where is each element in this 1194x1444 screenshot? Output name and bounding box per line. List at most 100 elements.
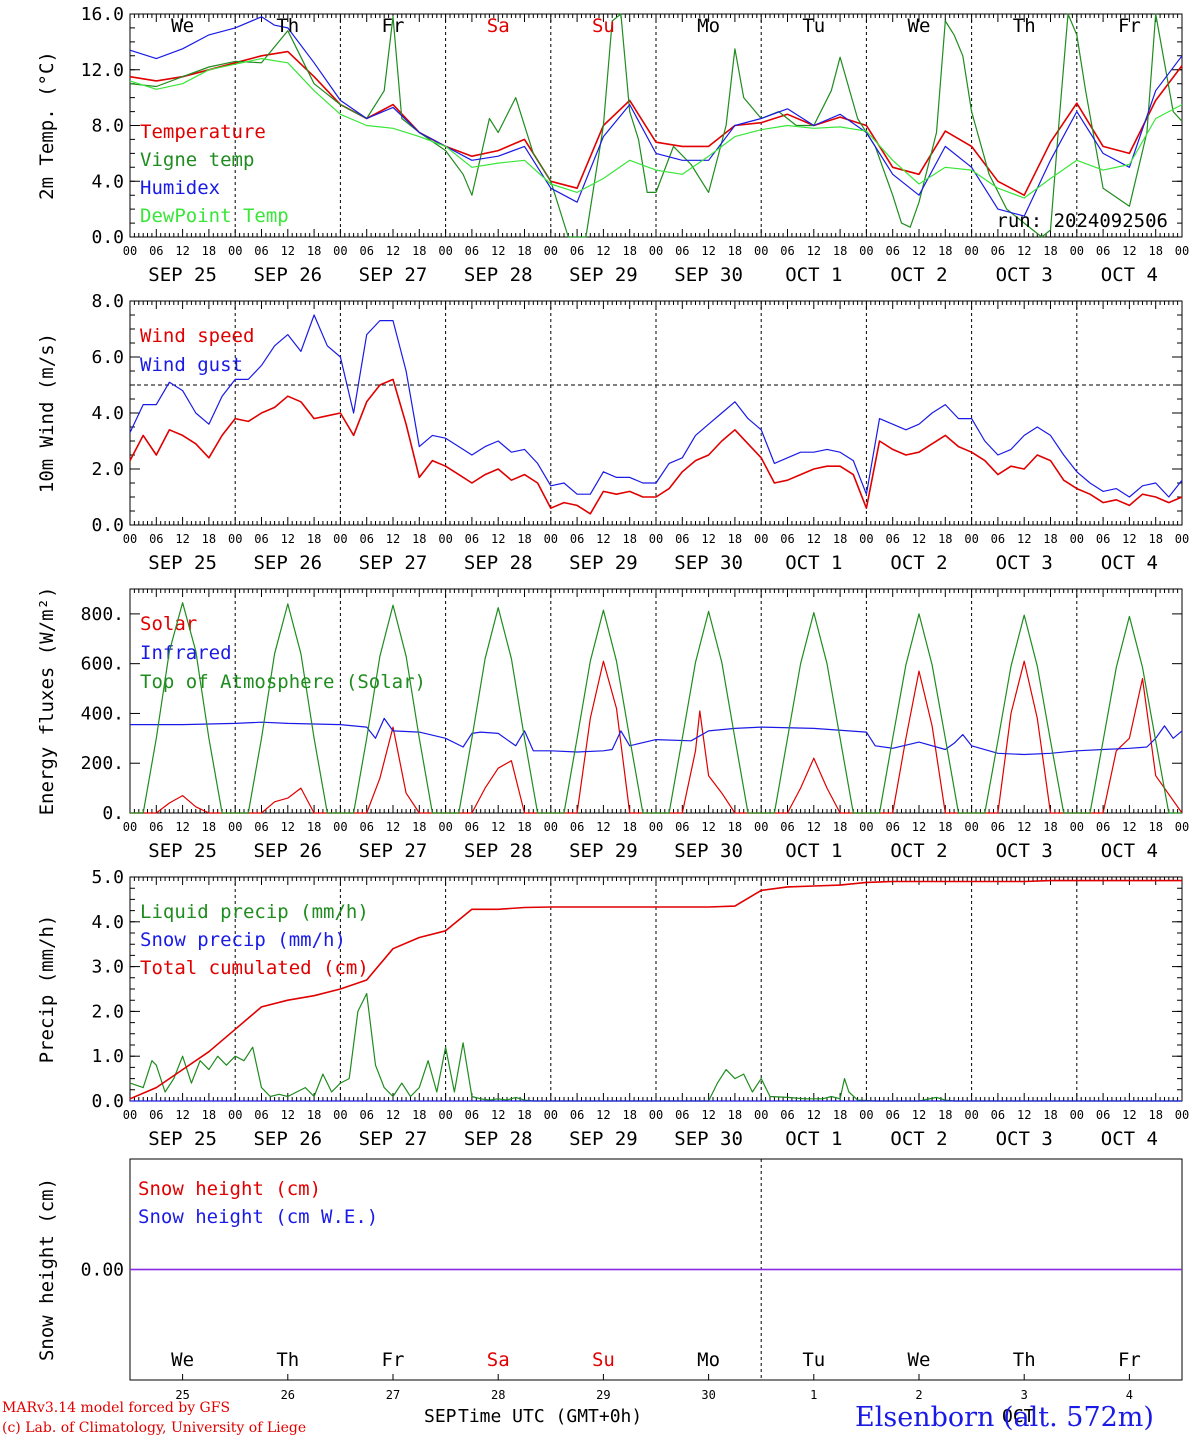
hour-tick-label: 12 [1122,1108,1136,1122]
series-line [129,378,1183,515]
y-tick-label: 2.0 [91,459,124,480]
hour-tick-label: 06 [885,1108,899,1122]
y-tick-label: 800. [81,604,124,625]
hour-tick-label: 06 [1096,532,1110,546]
hour-tick-label: 00 [1070,1108,1084,1122]
run-label: run: 2024092506 [996,210,1168,232]
panel-energy: 00 06 12 18 00 06 12 18 00 06 12 18 00 06 12 18 00 06 12 18… [36,587,1189,862]
date-tick-label: OCT 1 [785,552,842,574]
date-tick-label: OCT 4 [1101,1128,1158,1150]
day-name-label: We [171,1349,194,1371]
hour-tick-label: 06 [885,244,899,258]
hour-tick-label: 18 [1148,1108,1162,1122]
y-minor-ticks [130,13,1182,238]
date-tick-label: SEP 25 [148,552,217,574]
series-line [130,717,1183,756]
date-tick-label: SEP 30 [674,1128,743,1150]
hour-tick-label: 12 [701,820,715,834]
hour-tick-label: 18 [307,1108,321,1122]
hour-tick-label: 18 [1043,244,1057,258]
hour-tick-label: 00 [228,244,242,258]
hour-tick-label: 00 [333,820,347,834]
hour-tick-label: 06 [570,244,584,258]
day-name-label: Mo [697,1349,720,1371]
y-tick-label: 2.0 [91,1001,124,1022]
hour-tick-label: 12 [175,820,189,834]
y-tick-label: 0.0 [91,515,124,536]
hour-tick-label: 00 [859,820,873,834]
hour-tick-label: 00 [964,244,978,258]
hour-tick-label: 00 [859,1108,873,1122]
hour-tick-label: 00 [228,532,242,546]
hour-tick-label: 18 [412,532,426,546]
hour-tick-label: 06 [149,532,163,546]
hour-tick-label: 06 [570,532,584,546]
hour-tick-label: 00 [544,820,558,834]
series-line [129,13,1183,238]
hour-tick-label: 18 [202,820,216,834]
day-name-label: We [908,1349,931,1371]
hour-tick-label: 18 [622,1108,636,1122]
y-axis-label: Energy fluxes (W/m²) [36,587,58,816]
hour-tick-label: 12 [912,1108,926,1122]
hour-tick-label: 12 [1122,820,1136,834]
y-tick-label: 8.0 [91,116,124,137]
series-line [129,314,1183,498]
date-tick-label: SEP 29 [569,264,638,286]
hour-tick-label: 00 [438,1108,452,1122]
day-name-label: Tu [802,15,825,37]
hour-tick-label: 00 [1070,820,1084,834]
hour-tick-label: 12 [807,1108,821,1122]
day-name-label: Mo [697,15,720,37]
hour-tick-label: 18 [938,1108,952,1122]
hour-tick-label: 18 [833,532,847,546]
hour-tick-label: 18 [1148,244,1162,258]
day-name-label: Th [1013,15,1036,37]
day-name-label: Sa [487,1349,510,1371]
hour-tick-label: 00 [544,244,558,258]
day-number-label: 27 [386,1388,400,1402]
y-axis-label: Snow height (cm) [36,1178,58,1361]
date-tick-label: OCT 2 [890,552,947,574]
date-tick-label: SEP 26 [253,552,322,574]
legend-entry: Snow height (cm W.E.) [138,1206,378,1228]
y-tick-label: 600. [81,654,124,675]
hour-tick-label: 00 [333,532,347,546]
day-name-label: Fr [1118,1349,1141,1371]
hour-tick-label: 12 [912,532,926,546]
hour-tick-label: 06 [570,1108,584,1122]
date-tick-label: SEP 30 [674,552,743,574]
date-tick-label: SEP 25 [148,840,217,862]
hour-tick-label: 12 [1017,244,1031,258]
legend-entry: Liquid precip (mm/h) [140,901,369,923]
hour-tick-label: 00 [964,820,978,834]
day-number-label: 30 [701,1388,715,1402]
hour-tick-label: 18 [1148,820,1162,834]
legend-entry: Temperature [140,121,266,143]
hour-tick-label: 06 [1096,820,1110,834]
day-name-label: Tu [802,1349,825,1371]
hour-tick-label: 12 [386,532,400,546]
hour-tick-label: 06 [465,820,479,834]
hour-tick-label: 18 [938,532,952,546]
hour-tick-label: 12 [386,244,400,258]
day-number-label: 25 [175,1388,189,1402]
hour-tick-label: 12 [807,244,821,258]
plot-frame [129,588,1183,814]
hour-tick-label: 12 [1017,532,1031,546]
date-tick-label: SEP 29 [569,1128,638,1150]
hour-tick-label: 06 [359,532,373,546]
y-tick-label: 5.0 [91,867,124,888]
date-tick-label: SEP 30 [674,264,743,286]
hour-tick-label: 12 [596,1108,610,1122]
series-line [129,16,1183,217]
date-tick-label: OCT 1 [785,1128,842,1150]
hour-tick-label: 18 [307,532,321,546]
hour-tick-label: 00 [1070,532,1084,546]
hour-tick-label: 00 [649,820,663,834]
hour-tick-label: 06 [675,820,689,834]
y-tick-label: 4.0 [91,912,124,933]
hour-tick-label: 06 [149,1108,163,1122]
legend-entry: Total cumulated (cm) [140,957,369,979]
hour-tick-label: 12 [491,1108,505,1122]
